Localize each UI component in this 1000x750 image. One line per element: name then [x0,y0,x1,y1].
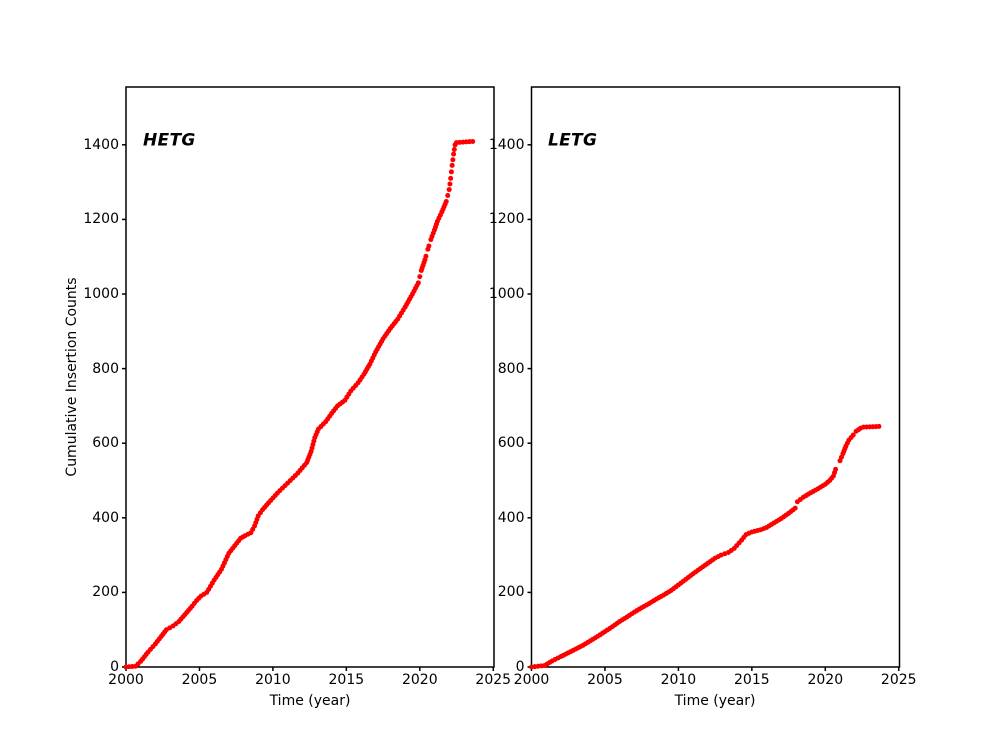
y-tick-label: 600 [497,435,525,452]
letg-axis-ticks [527,144,900,671]
y-tick-label: 1200 [83,211,119,228]
letg-panel-label: LETG [548,130,598,151]
x-tick-label: 2015 [328,672,365,688]
y-tick-label: 800 [92,360,119,377]
y-tick-label: 0 [110,659,119,675]
y-tick-label: 0 [515,659,525,675]
x-tick-label: 2025 [880,672,917,688]
y-tick-label: 1200 [488,211,525,228]
x-tick-label: 2000 [513,672,550,688]
x-tick-label: 2020 [401,672,438,688]
x-tick-label: 2005 [587,672,623,688]
x-tick-label: 2000 [108,672,144,688]
x-tick-label: 2015 [734,672,770,688]
y-tick-label: 800 [497,360,525,377]
y-tick-label: 1000 [488,286,525,302]
hetg-panel-label: HETG [143,130,196,151]
y-tick-label: 600 [92,435,119,452]
y-tick-label: 400 [92,509,119,526]
letg-axes-frame [530,86,901,668]
y-tick-label: 400 [497,509,525,526]
hetg-axis-ticks [122,144,495,671]
y-axis-label: Cumulative Insertion Counts [64,277,80,477]
y-tick-label: 1400 [488,136,525,153]
x-tick-label: 2010 [660,672,697,688]
y-tick-label: 200 [92,584,119,601]
y-tick-label: 200 [497,584,525,601]
hetg-axes-frame [125,86,495,668]
hetg-series-dots [124,138,476,669]
letg-series-dots [529,423,882,669]
y-tick-label: 1400 [83,136,119,153]
x-tick-label: 2005 [181,672,218,688]
x-tick-label: 2020 [807,672,844,688]
x-axis-label-letg: Time (year) [674,693,756,709]
x-axis-label-hetg: Time (year) [269,693,351,709]
y-tick-label: 1000 [83,286,119,302]
x-tick-label: 2010 [255,672,291,688]
x-tick-label: 2025 [475,672,512,688]
